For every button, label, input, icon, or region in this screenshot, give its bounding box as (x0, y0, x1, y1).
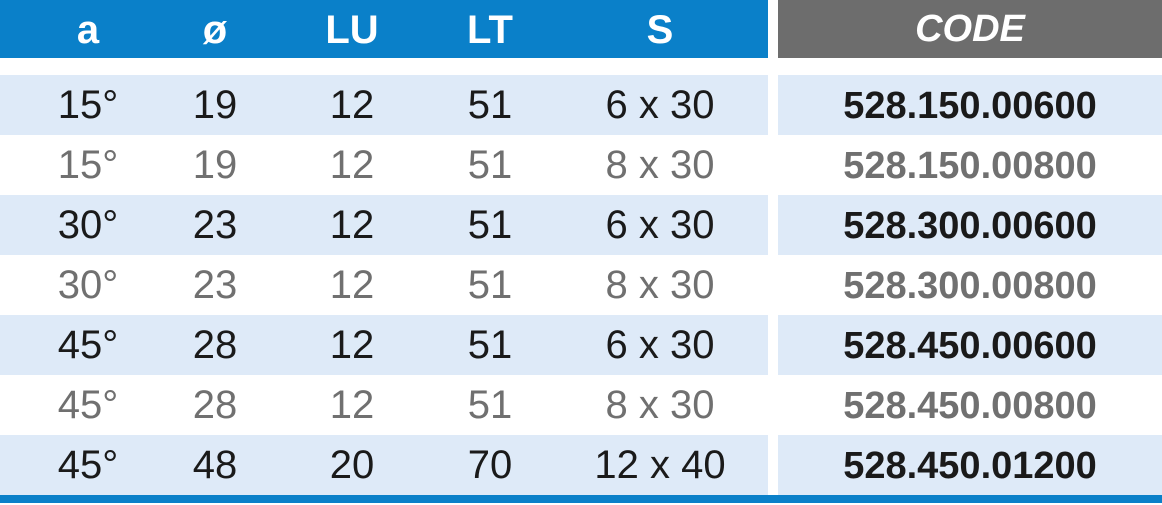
table-cell: 12 (329, 143, 375, 187)
table-row: 30° 23 12 51 6 x 30 528.300.00600 (0, 195, 1162, 255)
column-header: LU (325, 8, 379, 52)
product-code: 528.450.00600 (843, 325, 1097, 367)
table-cell: 51 (467, 203, 513, 247)
bottom-rule (0, 495, 1162, 503)
table-cell: 8 x 30 (605, 383, 715, 427)
table-cell: 12 (329, 203, 375, 247)
product-code: 528.150.00600 (843, 85, 1097, 127)
table-cell: 48 (192, 443, 238, 487)
table-cell: 28 (192, 383, 238, 427)
table-row: 30° 23 12 51 8 x 30 528.300.00800 (0, 255, 1162, 315)
product-code: 528.300.00800 (843, 265, 1097, 307)
table-cell: 15° (57, 83, 119, 127)
table-cell: 51 (467, 143, 513, 187)
table-cell: 6 x 30 (605, 323, 715, 367)
table-cell: 8 x 30 (605, 143, 715, 187)
table-cell: 23 (192, 203, 238, 247)
table-cell: 12 x 40 (594, 443, 726, 487)
column-header: LT (467, 8, 513, 52)
table-row: 45° 48 20 70 12 x 40 528.450.01200 (0, 435, 1162, 495)
table-cell: 45° (57, 443, 119, 487)
table-row: 45° 28 12 51 6 x 30 528.450.00600 (0, 315, 1162, 375)
column-header: a (76, 8, 100, 52)
product-code: 528.450.01200 (843, 445, 1097, 487)
table-cell: 23 (192, 263, 238, 307)
product-code: 528.150.00800 (843, 145, 1097, 187)
column-header: S (646, 8, 674, 52)
table-cell: 6 x 30 (605, 203, 715, 247)
table-header: a ø LU LT S (0, 0, 768, 58)
table-row: 15° 19 12 51 6 x 30 528.150.00600 (0, 75, 1162, 135)
table-cell: 12 (329, 323, 375, 367)
table-cell: 28 (192, 323, 238, 367)
table-row: 15° 19 12 51 8 x 30 528.150.00800 (0, 135, 1162, 195)
table-cell: 15° (57, 143, 119, 187)
table-cell: 12 (329, 263, 375, 307)
table-cell: 12 (329, 383, 375, 427)
table-cell: 19 (192, 143, 238, 187)
code-header: CODE (778, 0, 1162, 58)
table-cell: 6 x 30 (605, 83, 715, 127)
table-cell: 45° (57, 383, 119, 427)
table-cell: 51 (467, 83, 513, 127)
code-header-label: CODE (915, 7, 1025, 50)
table-cell: 51 (467, 263, 513, 307)
column-header: ø (202, 8, 228, 52)
table-cell: 12 (329, 83, 375, 127)
product-code: 528.450.00800 (843, 385, 1097, 427)
table-cell: 70 (467, 443, 513, 487)
table-cell: 51 (467, 383, 513, 427)
table-cell: 30° (57, 263, 119, 307)
table-cell: 20 (329, 443, 375, 487)
table-cell: 8 x 30 (605, 263, 715, 307)
table-cell: 45° (57, 323, 119, 367)
product-code: 528.300.00600 (843, 205, 1097, 247)
table-cell: 30° (57, 203, 119, 247)
table-row: 45° 28 12 51 8 x 30 528.450.00800 (0, 375, 1162, 435)
table-cell: 51 (467, 323, 513, 367)
table-cell: 19 (192, 83, 238, 127)
